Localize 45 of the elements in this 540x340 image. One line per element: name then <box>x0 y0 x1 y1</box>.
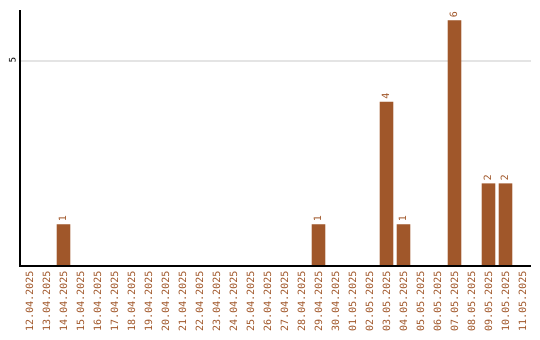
x-tick-label: 24.04.2025 <box>228 270 240 331</box>
data-label: 4 <box>381 92 392 99</box>
x-tick-label: 21.04.2025 <box>178 270 189 331</box>
x-tick-label: 28.04.2025 <box>296 270 308 331</box>
x-tick-label: 01.05.2025 <box>348 270 359 331</box>
x-tick-label: 17.04.2025 <box>110 270 121 331</box>
x-tick-label: 04.05.2025 <box>398 270 410 331</box>
x-tick-label: 15.04.2025 <box>76 270 87 331</box>
x-tick-label: 03.05.2025 <box>382 270 393 331</box>
x-tick-label: 02.05.2025 <box>364 270 376 331</box>
bar <box>498 183 512 265</box>
bar <box>448 20 462 265</box>
bar <box>396 224 410 265</box>
data-label: 2 <box>500 174 511 180</box>
x-tick-label: 18.04.2025 <box>126 270 138 331</box>
x-tick-label: 10.05.2025 <box>500 270 512 331</box>
x-tick-label: 23.04.2025 <box>212 270 223 331</box>
x-tick-label: 12.04.2025 <box>24 270 36 331</box>
x-tick-label: 05.05.2025 <box>416 270 427 331</box>
x-tick-label: 16.04.2025 <box>92 270 104 331</box>
x-tick-label: 29.04.2025 <box>314 270 325 331</box>
bar <box>380 102 394 265</box>
x-tick-label: 13.04.2025 <box>42 270 53 331</box>
x-tick-label: 25.04.2025 <box>246 270 257 331</box>
data-label: 1 <box>398 215 409 222</box>
x-tick-label: 06.05.2025 <box>432 270 444 331</box>
x-tick-label: 11.05.2025 <box>518 270 529 331</box>
data-label: 1 <box>58 215 69 222</box>
x-tick-label: 14.04.2025 <box>58 270 70 331</box>
data-label: 2 <box>483 174 494 180</box>
x-tick-label: 20.04.2025 <box>160 270 172 331</box>
x-tick-label: 30.04.2025 <box>330 270 342 331</box>
x-tick-label: 09.05.2025 <box>484 270 495 331</box>
x-tick-label: 27.04.2025 <box>280 270 291 331</box>
x-tick-label: 26.04.2025 <box>262 270 274 331</box>
bar <box>56 224 70 265</box>
data-label: 6 <box>449 11 460 18</box>
bar <box>312 224 326 265</box>
x-tick-label: 08.05.2025 <box>466 270 478 331</box>
x-tick-label: 19.04.2025 <box>144 270 155 331</box>
bar <box>482 183 496 265</box>
x-tick-label: 07.05.2025 <box>450 270 461 331</box>
x-tick-label: 22.04.2025 <box>194 270 206 331</box>
y-tick-label: 5 <box>8 56 19 62</box>
data-label: 1 <box>313 215 324 222</box>
